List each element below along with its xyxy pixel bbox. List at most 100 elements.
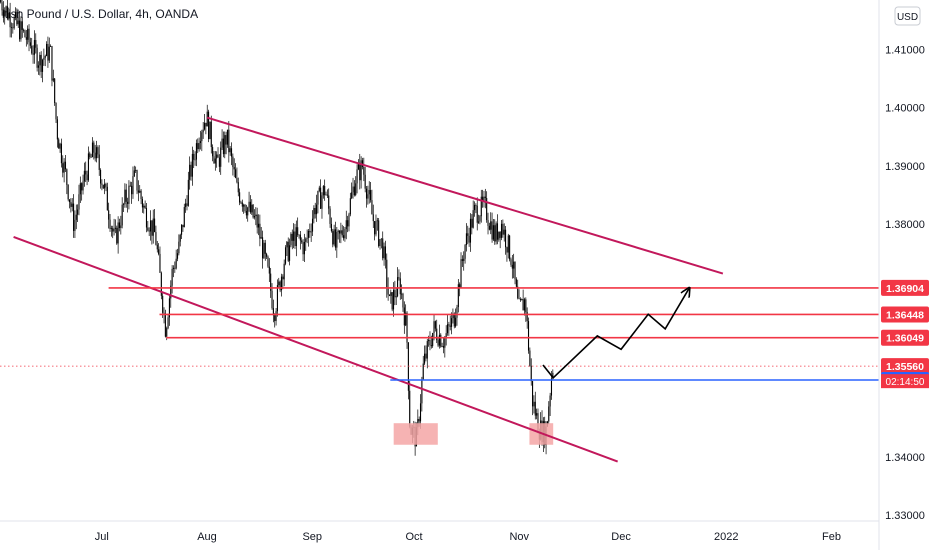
candle-body	[267, 256, 269, 267]
currency-label: USD	[897, 12, 918, 23]
candle-body	[318, 187, 320, 191]
candle-body	[51, 46, 53, 81]
candle-body	[479, 216, 481, 222]
candle-body	[257, 223, 260, 228]
candle-body	[424, 353, 426, 364]
candle-body	[510, 259, 512, 265]
candle-body	[270, 273, 272, 291]
candle-body	[181, 224, 183, 235]
price-tag-label: 1.36049	[886, 333, 924, 345]
candle-body	[229, 148, 231, 153]
candle-body	[403, 307, 405, 326]
candle-body	[148, 230, 150, 232]
candle-body	[398, 277, 400, 279]
candle-body	[212, 147, 214, 157]
candle-body	[525, 299, 527, 313]
candle-body	[60, 143, 62, 164]
candle-body	[316, 204, 318, 215]
price-tag-background[interactable]	[881, 279, 929, 296]
candle-body	[422, 363, 424, 380]
chart-title: itish Pound / U.S. Dollar, 4h, OANDA	[2, 7, 198, 21]
price-tick-label: 1.34000	[885, 452, 925, 464]
price-tag-background[interactable]	[881, 358, 929, 375]
candle-body	[67, 184, 69, 200]
drawing-overlays[interactable]	[0, 116, 879, 463]
candle-body	[262, 237, 264, 259]
price-tag-label: 1.35560	[886, 361, 924, 373]
candle-body	[125, 189, 127, 202]
candle-body	[186, 203, 188, 206]
time-axis[interactable]: Jul Aug Sep Oct Nov Dec 2022 Feb	[0, 520, 879, 543]
candle-body	[21, 21, 23, 30]
candle-body	[391, 292, 393, 310]
price-tag-background[interactable]	[881, 306, 929, 323]
candle-body	[433, 321, 435, 333]
candle-body	[59, 143, 61, 149]
candle-body	[256, 214, 258, 228]
candle-body	[55, 102, 57, 120]
candle-body	[89, 153, 91, 158]
candle-body	[94, 152, 96, 159]
candle-body	[291, 233, 293, 241]
candle-body	[248, 201, 250, 208]
candle-body	[47, 43, 49, 61]
candle-body	[328, 195, 330, 209]
candle-body	[68, 199, 71, 203]
candle-body	[139, 190, 141, 193]
candle-body	[388, 294, 391, 296]
candle-body	[283, 263, 285, 280]
candle-body	[297, 227, 299, 235]
candle-body	[135, 170, 137, 171]
candle-body	[483, 196, 485, 202]
candle-body	[357, 163, 359, 170]
price-tick-label: 1.40000	[885, 103, 925, 115]
price-tick-label: 1.39000	[885, 161, 925, 173]
candle-body	[488, 225, 490, 230]
candle-body	[79, 183, 81, 195]
candle-body	[371, 200, 373, 215]
candle-body	[206, 111, 208, 127]
candle-body	[210, 121, 212, 148]
candle-body	[461, 259, 463, 261]
candle-body	[81, 183, 83, 191]
trendline[interactable]	[13, 235, 619, 463]
candle-body	[32, 53, 34, 55]
candle-body	[359, 163, 361, 181]
candle-body	[179, 234, 181, 242]
candle-body	[330, 223, 332, 232]
candle-body	[397, 277, 399, 297]
currency-button[interactable]: USD	[894, 6, 921, 26]
candle-body	[233, 167, 235, 170]
candle-body	[506, 247, 508, 253]
candle-body	[337, 230, 339, 233]
candle-body	[104, 183, 106, 189]
candle-body	[127, 201, 129, 204]
candle-body	[170, 285, 172, 299]
candle-body	[425, 353, 427, 359]
candle-body	[527, 321, 530, 351]
candle-body	[122, 204, 125, 206]
price-axis[interactable]: USD 1.41000 1.40000 1.39000 1.38000 1.34000 1…	[878, 0, 932, 550]
projection-path[interactable]	[542, 289, 689, 379]
candle-body	[421, 379, 423, 404]
candle-body	[434, 321, 436, 329]
candle-body	[236, 177, 238, 183]
candle-body	[100, 169, 102, 184]
time-tick-label: Feb	[822, 531, 841, 543]
candle-body	[326, 194, 328, 196]
candle-body	[457, 284, 459, 308]
candle-body	[214, 158, 216, 164]
highlight-zone[interactable]	[393, 423, 438, 445]
candle-body	[260, 237, 262, 239]
price-tag-background[interactable]	[881, 329, 929, 346]
candle-body	[432, 332, 434, 347]
plot-area[interactable]	[0, 0, 554, 456]
trendline[interactable]	[206, 116, 724, 275]
candle-body	[367, 194, 369, 199]
candle-body	[526, 312, 528, 322]
candle-body	[203, 122, 206, 130]
time-tick-label: Aug	[197, 531, 217, 543]
candle-body	[27, 28, 29, 40]
candle-body	[50, 46, 52, 47]
